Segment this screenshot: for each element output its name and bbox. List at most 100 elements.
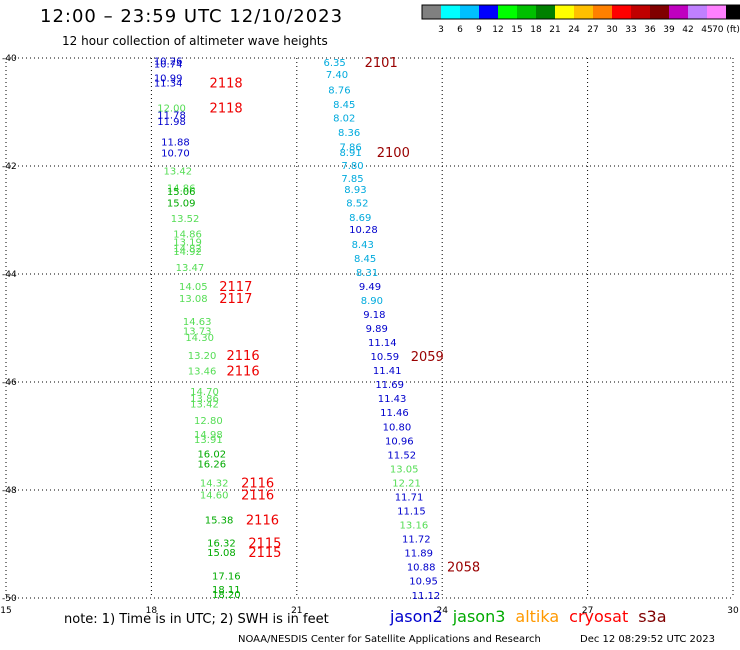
- wave-height-value: 10.70: [161, 149, 190, 160]
- wave-height-value: 16.26: [197, 460, 226, 471]
- wave-height-value: 11.12: [412, 591, 441, 602]
- color-scale-label: 21: [549, 25, 560, 35]
- wave-height-value: 8.31: [356, 268, 378, 279]
- wave-height-value: 15.09: [167, 199, 196, 210]
- wave-height-value: 14.32: [200, 478, 229, 489]
- pass-time-label: 2100: [377, 146, 410, 161]
- wave-height-value: 11.15: [397, 507, 426, 518]
- color-swatch: [631, 5, 650, 19]
- color-swatch: [479, 5, 498, 19]
- generated-timestamp: Dec 12 08:29:52 UTC 2023: [580, 634, 715, 645]
- satellite-legend-cryosat: cryosat: [569, 607, 629, 626]
- wave-height-value: 14.63: [183, 317, 212, 328]
- wave-height-value: 13.42: [164, 166, 193, 177]
- x-tick-label: 30: [727, 606, 739, 616]
- footer-note: note: 1) Time is in UTC; 2) SWH is in fe…: [64, 612, 329, 627]
- y-tick-label: -40: [2, 54, 17, 64]
- y-tick-label: -50: [2, 594, 17, 604]
- color-scale-label: 24: [568, 25, 580, 35]
- color-scale-label: 36: [644, 25, 656, 35]
- wave-height-value: 11.72: [402, 535, 431, 546]
- pass-time-label: 2116: [246, 514, 279, 529]
- wave-height-value: 9.89: [366, 324, 388, 335]
- wave-height-value: 14.86: [173, 230, 202, 241]
- wave-height-value: 7.40: [326, 70, 348, 81]
- wave-height-value: 14.86: [167, 184, 196, 195]
- x-tick-label: 21: [291, 606, 302, 616]
- satellite-legend-s3a: s3a: [638, 607, 667, 626]
- wave-height-value: 18.11: [212, 585, 241, 596]
- wave-height-value: 9.18: [363, 310, 385, 321]
- y-tick-label: -42: [2, 162, 17, 172]
- wave-height-value: 11.78: [157, 111, 186, 122]
- pass-time-label: 2116: [241, 476, 274, 491]
- color-swatch: [441, 5, 460, 19]
- pass-time-label: 2115: [248, 536, 281, 551]
- wave-height-value: 14.30: [185, 333, 214, 344]
- wave-height-value: 10.99: [154, 73, 183, 84]
- color-scale-label: 42: [682, 25, 693, 35]
- x-tick-label: 24: [436, 606, 448, 616]
- pass-time-label: 2059: [411, 350, 444, 365]
- color-swatch: [555, 5, 574, 19]
- pass-time-label: 2118: [210, 76, 243, 91]
- wave-height-value: 11.34: [154, 78, 183, 89]
- wave-height-value: 10.96: [385, 436, 414, 447]
- wave-height-value: 10.88: [407, 563, 436, 574]
- wave-height-value: 10.26: [154, 57, 183, 68]
- pass-time-label: 2118: [210, 102, 243, 117]
- wave-height-value: 8.36: [338, 128, 360, 139]
- wave-height-value: 11.98: [157, 117, 186, 128]
- wave-height-value: 7.86: [339, 143, 361, 154]
- wave-height-value: 11.89: [404, 549, 433, 560]
- wave-height-value: 8.93: [344, 185, 366, 196]
- wave-height-value: 14.70: [190, 387, 219, 398]
- color-swatch: [574, 5, 593, 19]
- color-scale-label: 33: [625, 25, 636, 35]
- wave-height-value: 8.45: [333, 100, 355, 111]
- wave-height-value: 13.19: [173, 238, 202, 249]
- wave-height-value: 9.49: [359, 282, 381, 293]
- wave-height-value: 10.95: [409, 577, 438, 588]
- satellite-legend-jason3: jason3: [452, 607, 506, 626]
- wave-height-value: 10.74: [154, 59, 183, 70]
- wave-height-value: 11.52: [387, 450, 416, 461]
- x-tick-label: 27: [582, 606, 593, 616]
- wave-height-value: 11.41: [373, 366, 402, 377]
- wave-height-value: 15.06: [167, 187, 196, 198]
- wave-height-value: 7.85: [341, 174, 363, 185]
- wave-height-value: 11.88: [161, 138, 190, 149]
- wave-height-value: 15.08: [207, 548, 236, 559]
- color-scale-label: 12: [492, 25, 503, 35]
- wave-height-value: 7.80: [341, 161, 363, 172]
- wave-height-value: 14.92: [173, 247, 202, 258]
- color-bar-frame: [421, 4, 740, 20]
- wave-height-value: 10.59: [370, 352, 399, 363]
- wave-height-value: 16.32: [207, 538, 236, 549]
- pass-time-label: 2101: [365, 56, 398, 71]
- wave-height-value: 11.71: [395, 492, 424, 503]
- chart-title: 12:00 – 23:59 UTC 12/10/2023: [40, 6, 344, 27]
- wave-height-value: 13.47: [176, 263, 205, 274]
- wave-height-value: 8.45: [354, 254, 376, 265]
- color-swatch: [688, 5, 707, 19]
- wave-height-value: 13.42: [190, 400, 219, 411]
- color-scale-label: 9: [476, 25, 482, 35]
- wave-height-value: 8.02: [333, 113, 355, 124]
- satellite-legend-jason2: jason2: [390, 607, 443, 626]
- color-scale-label: 70 (ft): [712, 25, 740, 35]
- wave-height-value: 16.02: [197, 449, 226, 460]
- color-scale-bar: 3 6 9 12 15 18 21 24 27 30 33 36 39 42 45 70 (ft): [421, 4, 740, 35]
- wave-height-value: 13.08: [179, 294, 208, 305]
- wave-height-value: 14.60: [200, 490, 229, 501]
- wave-height-value: 14.05: [179, 282, 208, 293]
- color-swatch: [707, 5, 726, 19]
- wave-height-value: 13.16: [400, 521, 429, 532]
- y-tick-label: -44: [2, 270, 17, 280]
- wave-height-value: 13.73: [183, 327, 212, 338]
- pass-time-label: 2116: [227, 365, 260, 380]
- wave-height-value: 18.20: [212, 590, 241, 601]
- color-swatch: [593, 5, 612, 19]
- wave-height-value: 13.46: [188, 367, 217, 378]
